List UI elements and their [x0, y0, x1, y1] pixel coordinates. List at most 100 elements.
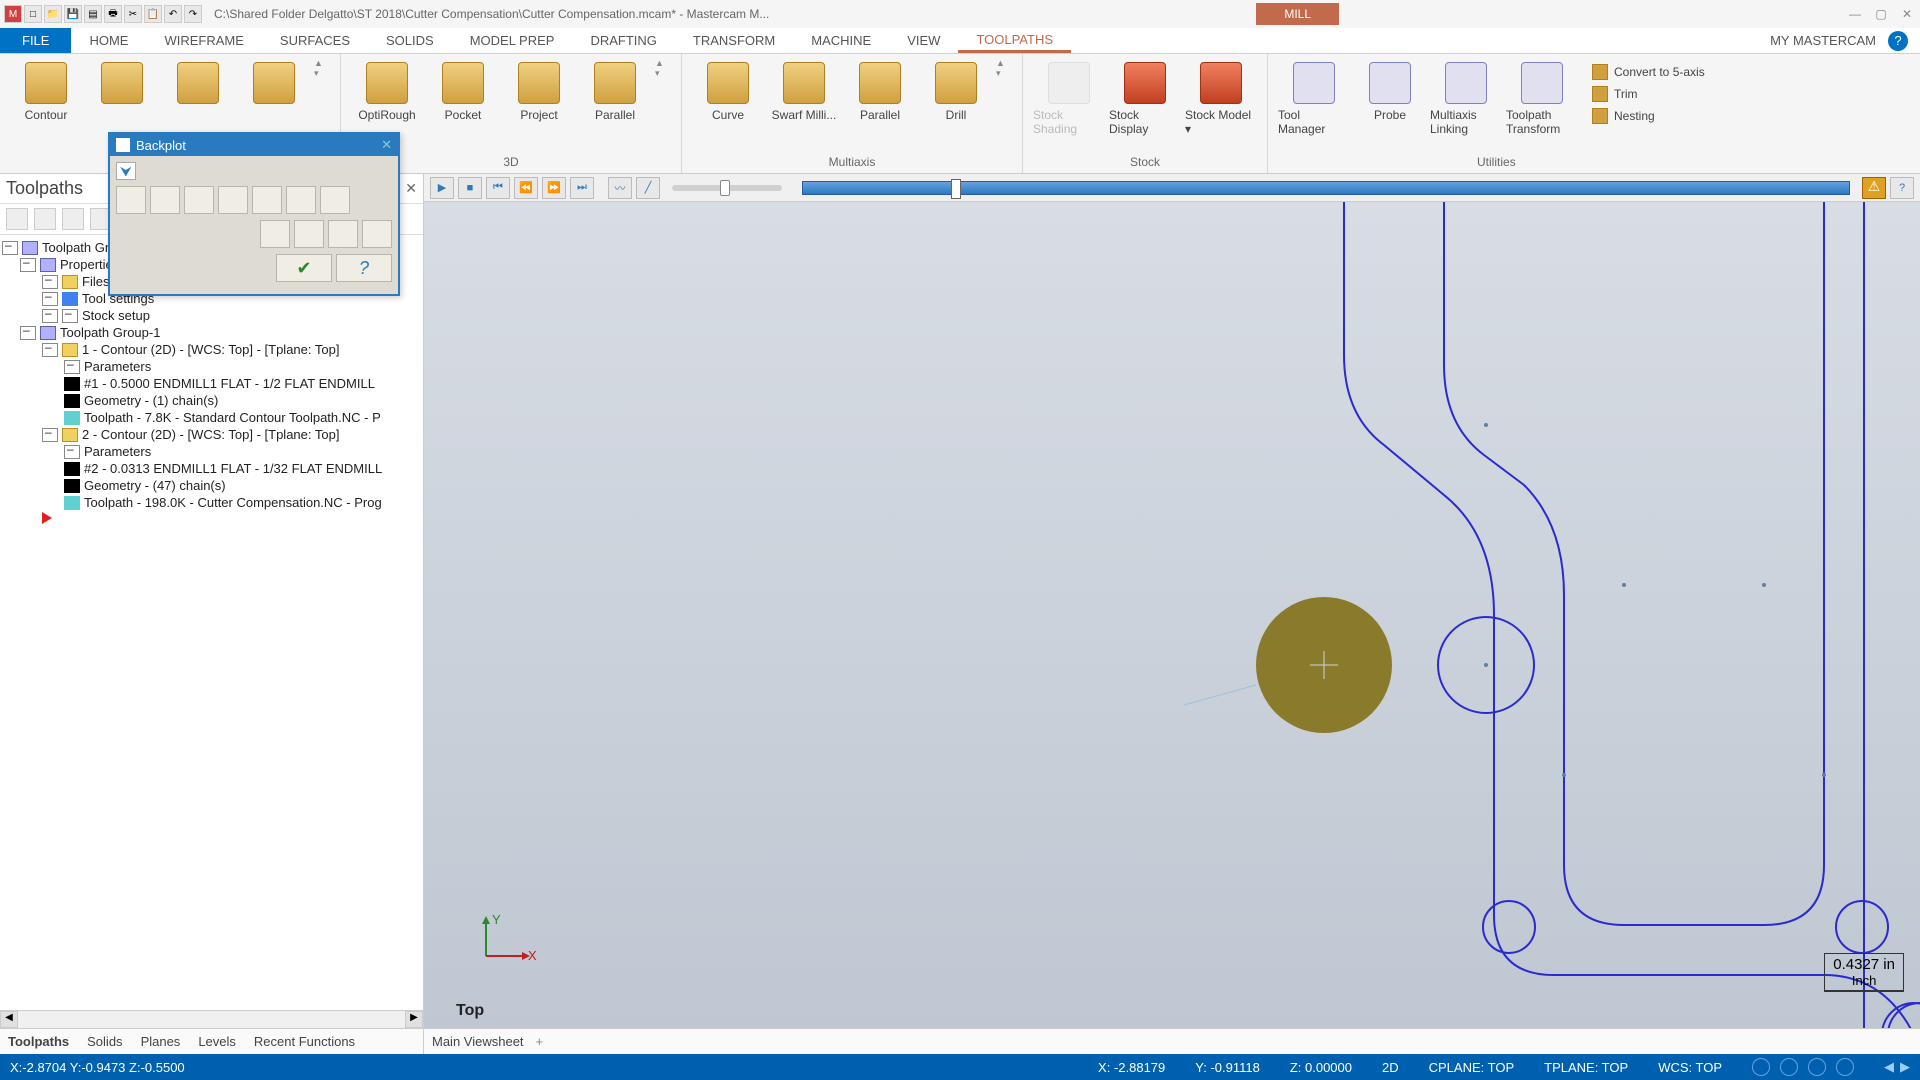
tree-row[interactable]: #1 - 0.5000 ENDMILL1 FLAT - 1/2 FLAT END…	[2, 375, 421, 392]
ptool-2[interactable]	[34, 208, 56, 230]
stepfwd-button[interactable]: ⏩	[542, 177, 566, 199]
stepback-button[interactable]: ⏪	[514, 177, 538, 199]
help-icon[interactable]: ?	[1888, 31, 1908, 51]
redo-icon[interactable]: ↷	[184, 5, 202, 23]
ptool-1[interactable]	[6, 208, 28, 230]
nesting-link[interactable]: Nesting	[1592, 108, 1705, 124]
play-button[interactable]: ▶	[430, 177, 454, 199]
swarf-button[interactable]: Swarf Milli...	[768, 58, 840, 122]
cut-icon[interactable]: ✂	[124, 5, 142, 23]
bp-opt-9[interactable]	[294, 220, 324, 248]
toolpath-transform-button[interactable]: Toolpath Transform	[1506, 58, 1578, 136]
btab-recent[interactable]: Recent Functions	[254, 1034, 355, 1049]
open-icon[interactable]: 📁	[44, 5, 62, 23]
info-button[interactable]: ?	[1890, 177, 1914, 199]
tree-row[interactable]: Parameters	[2, 358, 421, 375]
save-icon[interactable]: 💾	[64, 5, 82, 23]
paste-icon[interactable]: 📋	[144, 5, 162, 23]
bp-opt-8[interactable]	[260, 220, 290, 248]
minimize-icon[interactable]: —	[1846, 7, 1864, 21]
stop-button[interactable]: ■	[458, 177, 482, 199]
backplot-help-button[interactable]: ?	[336, 254, 392, 282]
btab-toolpaths[interactable]: Toolpaths	[8, 1034, 69, 1049]
tab-transform[interactable]: TRANSFORM	[675, 28, 793, 53]
toolpath-tree[interactable]: Toolpath Group 1Properties - Generic Mil…	[0, 235, 423, 1010]
tool-manager-button[interactable]: Tool Manager	[1278, 58, 1350, 136]
expand-icon[interactable]	[42, 292, 58, 306]
expand-icon[interactable]	[42, 428, 58, 442]
tree-row[interactable]: Stock setup	[2, 307, 421, 324]
backplot-titlebar[interactable]: Backplot ✕	[110, 134, 398, 156]
bp-opt-3[interactable]	[184, 186, 214, 214]
page-next-icon[interactable]: ▶	[1900, 1059, 1910, 1075]
expand-icon[interactable]	[2, 241, 18, 255]
drill2d-button[interactable]	[86, 58, 158, 108]
parallel3d-button[interactable]: Parallel	[579, 58, 651, 122]
context-tab-mill[interactable]: MILL	[1256, 3, 1339, 25]
rewind-button[interactable]: ⏮	[486, 177, 510, 199]
app-icon[interactable]: M	[4, 5, 22, 23]
convert-5axis-link[interactable]: Convert to 5-axis	[1592, 64, 1705, 80]
main-viewsheet-tab[interactable]: Main Viewsheet	[432, 1034, 524, 1049]
scroll-track[interactable]	[18, 1011, 405, 1028]
tab-home[interactable]: HOME	[71, 28, 146, 53]
panel-hscroll[interactable]: ◀ ▶	[0, 1010, 423, 1028]
saveas-icon[interactable]: ▤	[84, 5, 102, 23]
trace2-button[interactable]: ╱	[636, 177, 660, 199]
status-cplane[interactable]: CPLANE: TOP	[1429, 1060, 1515, 1075]
add-viewsheet-icon[interactable]: +	[536, 1034, 544, 1049]
new-icon[interactable]: □	[24, 5, 42, 23]
tab-view[interactable]: VIEW	[889, 28, 958, 53]
tree-row[interactable]: #2 - 0.0313 ENDMILL1 FLAT - 1/32 FLAT EN…	[2, 460, 421, 477]
status-icon-4[interactable]	[1836, 1058, 1854, 1076]
tab-machine[interactable]: MACHINE	[793, 28, 889, 53]
progress-slider[interactable]	[802, 181, 1850, 195]
backplot-close-icon[interactable]: ✕	[381, 137, 392, 153]
stock-model-button[interactable]: Stock Model ▾	[1185, 58, 1257, 136]
tree-row[interactable]: Toolpath - 198.0K - Cutter Compensation.…	[2, 494, 421, 511]
backplot-expand-icon[interactable]: ⮟	[116, 162, 136, 180]
status-wcs[interactable]: WCS: TOP	[1658, 1060, 1722, 1075]
tree-row[interactable]: Geometry - (1) chain(s)	[2, 392, 421, 409]
my-mastercam-link[interactable]: MY MASTERCAM	[1770, 33, 1876, 48]
tree-row[interactable]: 2 - Contour (2D) - [WCS: Top] - [Tplane:…	[2, 426, 421, 443]
canvas[interactable]: Y X 0.4327 in Inch Top	[424, 202, 1920, 1028]
curve-button[interactable]: Curve	[692, 58, 764, 122]
scroll-right-icon[interactable]: ▶	[405, 1011, 423, 1028]
multiaxis-linking-button[interactable]: Multiaxis Linking	[1430, 58, 1502, 136]
tab-solids[interactable]: SOLIDS	[368, 28, 452, 53]
pocket2d-button[interactable]	[162, 58, 234, 108]
expand-icon[interactable]	[42, 309, 58, 323]
tree-row[interactable]: Geometry - (47) chain(s)	[2, 477, 421, 494]
tree-row[interactable]: Parameters	[2, 443, 421, 460]
backplot-ok-button[interactable]: ✔	[276, 254, 332, 282]
tab-wireframe[interactable]: WIREFRAME	[146, 28, 261, 53]
bp-opt-4[interactable]	[218, 186, 248, 214]
expand-icon[interactable]	[20, 258, 36, 272]
tab-drafting[interactable]: DRAFTING	[572, 28, 674, 53]
group-multi-expand[interactable]: ▲▾	[996, 58, 1012, 79]
bp-opt-2[interactable]	[150, 186, 180, 214]
trace-button[interactable]: 〰	[608, 177, 632, 199]
warning-icon[interactable]: ⚠	[1862, 177, 1886, 199]
expand-icon[interactable]	[42, 343, 58, 357]
status-icon-3[interactable]	[1808, 1058, 1826, 1076]
tree-row[interactable]	[2, 511, 421, 525]
status-tplane[interactable]: TPLANE: TOP	[1544, 1060, 1628, 1075]
stock-display-button[interactable]: Stock Display	[1109, 58, 1181, 136]
speed-slider[interactable]	[672, 185, 782, 191]
btab-solids[interactable]: Solids	[87, 1034, 122, 1049]
bp-opt-7[interactable]	[320, 186, 350, 214]
close-icon[interactable]: ✕	[1898, 7, 1916, 21]
status-mode[interactable]: 2D	[1382, 1060, 1399, 1075]
pocket3d-button[interactable]: Pocket	[427, 58, 499, 122]
restore-icon[interactable]: ▢	[1872, 7, 1890, 21]
backplot-dialog[interactable]: Backplot ✕ ⮟	[108, 132, 400, 296]
trim-link[interactable]: Trim	[1592, 86, 1705, 102]
drill-multi-button[interactable]: Drill	[920, 58, 992, 122]
dynamic2d-button[interactable]	[238, 58, 310, 108]
tab-modelprep[interactable]: MODEL PREP	[452, 28, 573, 53]
print-icon[interactable]: 🖶	[104, 5, 122, 23]
bp-opt-10[interactable]	[328, 220, 358, 248]
contour-button[interactable]: Contour	[10, 58, 82, 122]
